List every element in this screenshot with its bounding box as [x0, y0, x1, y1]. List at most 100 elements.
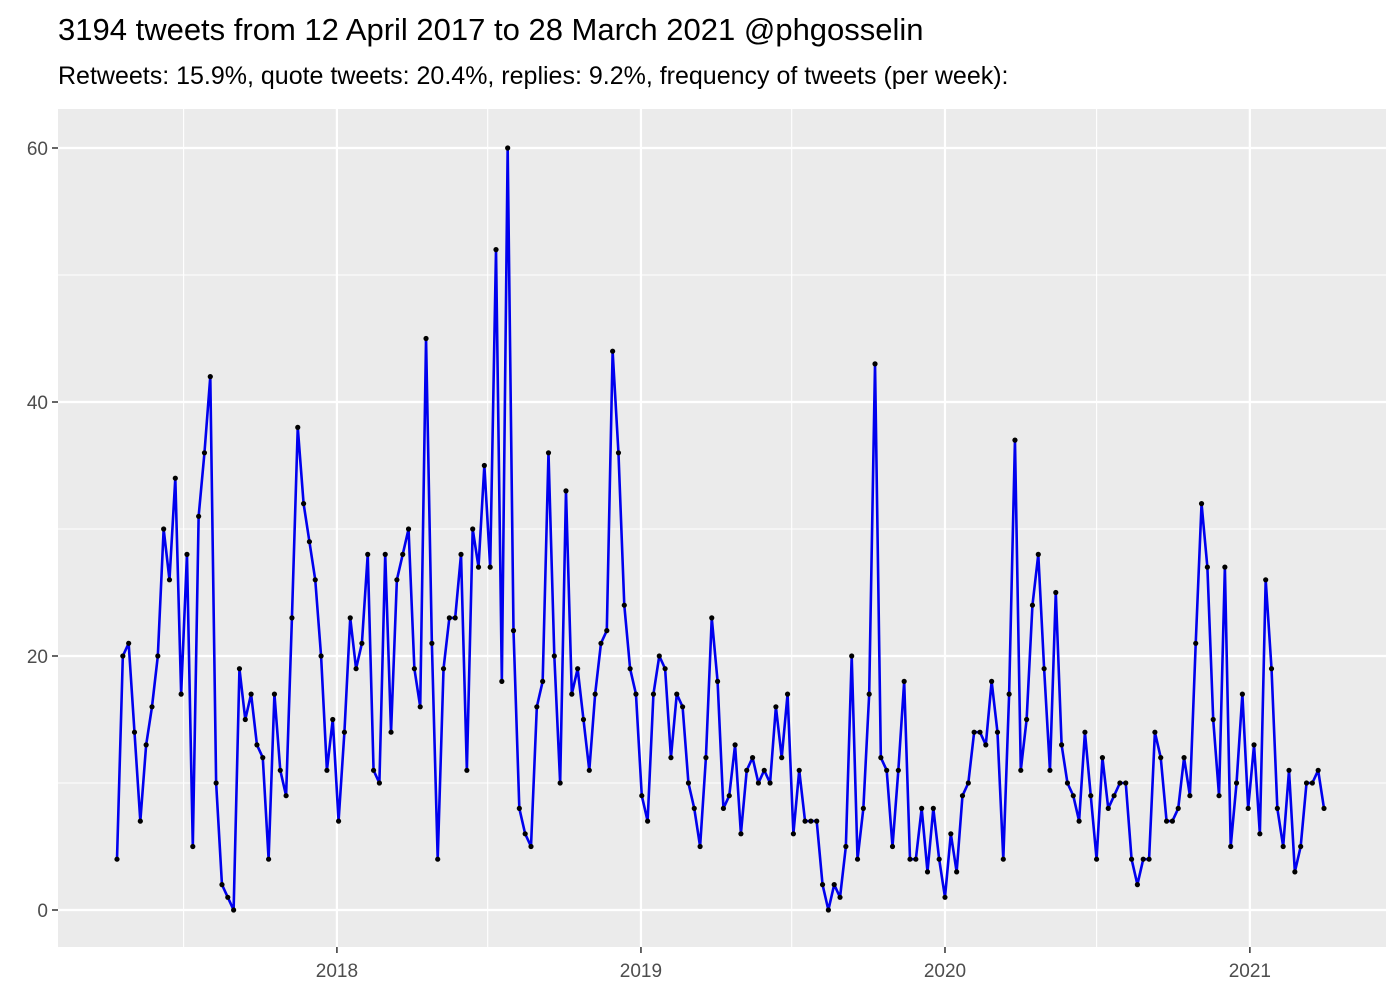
data-point: [499, 678, 505, 685]
data-point: [1059, 742, 1065, 748]
data-point: [464, 767, 470, 773]
data-point: [481, 462, 487, 469]
data-point: [814, 818, 820, 824]
data-point: [120, 653, 126, 659]
data-point: [1128, 856, 1135, 862]
data-point: [615, 450, 622, 456]
x-tick-label: 2019: [620, 961, 662, 982]
data-point: [178, 691, 184, 697]
y-tick-label: 20: [27, 647, 48, 668]
x-tick-label: 2018: [316, 961, 358, 982]
data-point: [685, 780, 692, 786]
data-point: [1239, 691, 1245, 697]
y-tick-label: 0: [37, 901, 48, 922]
data-point: [1163, 818, 1170, 824]
data-point: [965, 780, 971, 786]
data-point: [411, 666, 417, 672]
data-point: [1099, 755, 1106, 761]
data-point: [137, 818, 143, 824]
data-point: [977, 729, 983, 735]
data-point: [819, 882, 826, 888]
data-point: [534, 704, 540, 710]
data-point: [207, 374, 213, 380]
data-point: [1187, 793, 1193, 799]
data-point: [184, 551, 190, 558]
data-point: [330, 716, 336, 723]
data-point: [790, 831, 796, 837]
axes: 0 20 40 60 2018 2019 2020 2021: [27, 139, 1271, 982]
x-tick-label: 2021: [1229, 961, 1271, 982]
data-point: [1000, 856, 1006, 862]
data-point: [714, 678, 721, 685]
data-point: [1204, 564, 1210, 570]
data-point: [475, 564, 482, 570]
data-point: [1309, 780, 1315, 786]
data-point: [691, 805, 697, 812]
data-point: [1018, 767, 1024, 773]
data-point: [114, 856, 120, 862]
data-point: [470, 526, 476, 532]
data-point: [878, 755, 884, 761]
data-point: [295, 424, 301, 430]
data-point: [825, 907, 831, 913]
data-point: [1117, 780, 1123, 786]
data-point: [510, 628, 517, 634]
data-point: [604, 628, 610, 634]
data-point: [650, 691, 657, 697]
data-point: [376, 780, 382, 786]
data-point: [551, 653, 557, 659]
data-point: [989, 678, 995, 685]
data-point: [196, 513, 202, 519]
data-point: [773, 704, 779, 710]
data-point: [895, 767, 901, 773]
data-point: [213, 780, 219, 786]
data-point: [149, 704, 155, 710]
data-point: [1216, 793, 1222, 799]
data-point: [1082, 729, 1088, 735]
series-line: [115, 146, 1326, 912]
data-point: [656, 653, 662, 659]
data-point: [324, 767, 330, 773]
data-point: [732, 742, 738, 748]
data-point: [1070, 793, 1076, 799]
data-point: [1268, 666, 1275, 672]
data-point: [709, 615, 715, 621]
data-point: [1076, 818, 1082, 824]
data-point: [161, 526, 167, 532]
data-point: [808, 818, 814, 824]
series-points-group: [114, 145, 1327, 913]
data-point: [260, 755, 266, 761]
data-point: [126, 640, 132, 646]
data-point: [219, 882, 225, 888]
data-point: [300, 501, 307, 507]
data-point: [674, 691, 680, 697]
data-point: [487, 564, 493, 570]
data-point: [1193, 640, 1199, 646]
data-point: [627, 666, 633, 672]
data-point: [231, 907, 237, 913]
data-point: [1286, 767, 1292, 773]
data-point: [919, 805, 925, 812]
data-point: [359, 640, 365, 646]
data-point: [341, 729, 348, 735]
data-point: [190, 843, 196, 850]
data-point: [1292, 869, 1298, 875]
data-point: [458, 551, 464, 558]
data-point: [417, 704, 423, 710]
data-point: [528, 843, 534, 850]
y-tick-label: 60: [27, 139, 48, 160]
data-point: [400, 551, 406, 558]
data-point: [621, 602, 627, 608]
data-point: [913, 856, 919, 862]
data-point: [1280, 843, 1286, 850]
data-point: [405, 526, 412, 532]
data-point: [143, 742, 149, 748]
data-point: [131, 729, 138, 735]
data-point: [1245, 805, 1251, 812]
data-point: [382, 551, 388, 558]
data-point: [907, 856, 913, 862]
data-point: [872, 361, 878, 367]
data-point: [755, 780, 762, 786]
data-point: [1146, 856, 1152, 862]
